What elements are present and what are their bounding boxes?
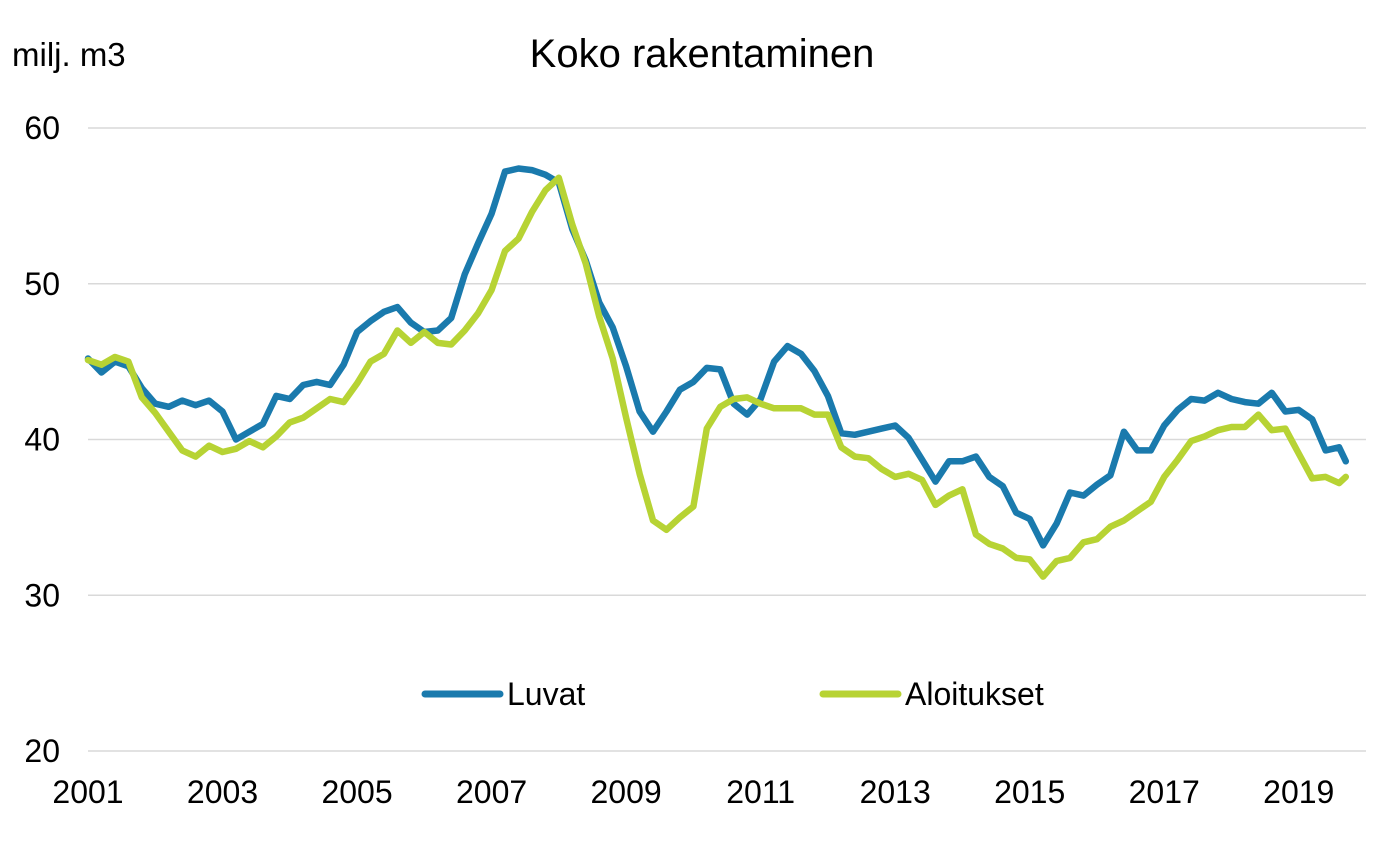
y-tick-label: 50 (24, 266, 60, 302)
x-tick-label: 2019 (1263, 774, 1334, 810)
x-tick-label: 2007 (456, 774, 527, 810)
series-line-luvat (84, 165, 1350, 549)
y-tick-label: 30 (24, 577, 60, 613)
y-axis-ticks: 20 30 40 50 60 (24, 110, 60, 769)
x-tick-label: 2015 (994, 774, 1065, 810)
x-tick-label: 2001 (52, 774, 123, 810)
x-tick-label: 2017 (1129, 774, 1200, 810)
legend-label-luvat: Luvat (507, 676, 585, 712)
x-tick-label: 2009 (591, 774, 662, 810)
y-tick-label: 40 (24, 422, 60, 458)
x-tick-label: 2013 (860, 774, 931, 810)
y-tick-label: 20 (24, 733, 60, 769)
x-tick-label: 2011 (726, 774, 795, 810)
legend-label-aloitukset: Aloitukset (905, 676, 1044, 712)
x-axis-ticks: 2001 2003 2005 2007 2009 2011 2013 2015 2017 2019 (52, 774, 1334, 810)
series-line-aloitukset (84, 174, 1350, 580)
x-tick-label: 2003 (187, 774, 258, 810)
x-tick-label: 2005 (321, 774, 392, 810)
chart-title: Koko rakentaminen (530, 32, 875, 76)
y-axis-unit-label: milj. m3 (12, 36, 126, 73)
series-lines (84, 165, 1350, 580)
y-tick-label: 60 (24, 110, 60, 146)
gridlines (88, 127, 1366, 752)
legend: Luvat Aloitukset (421, 676, 1044, 712)
